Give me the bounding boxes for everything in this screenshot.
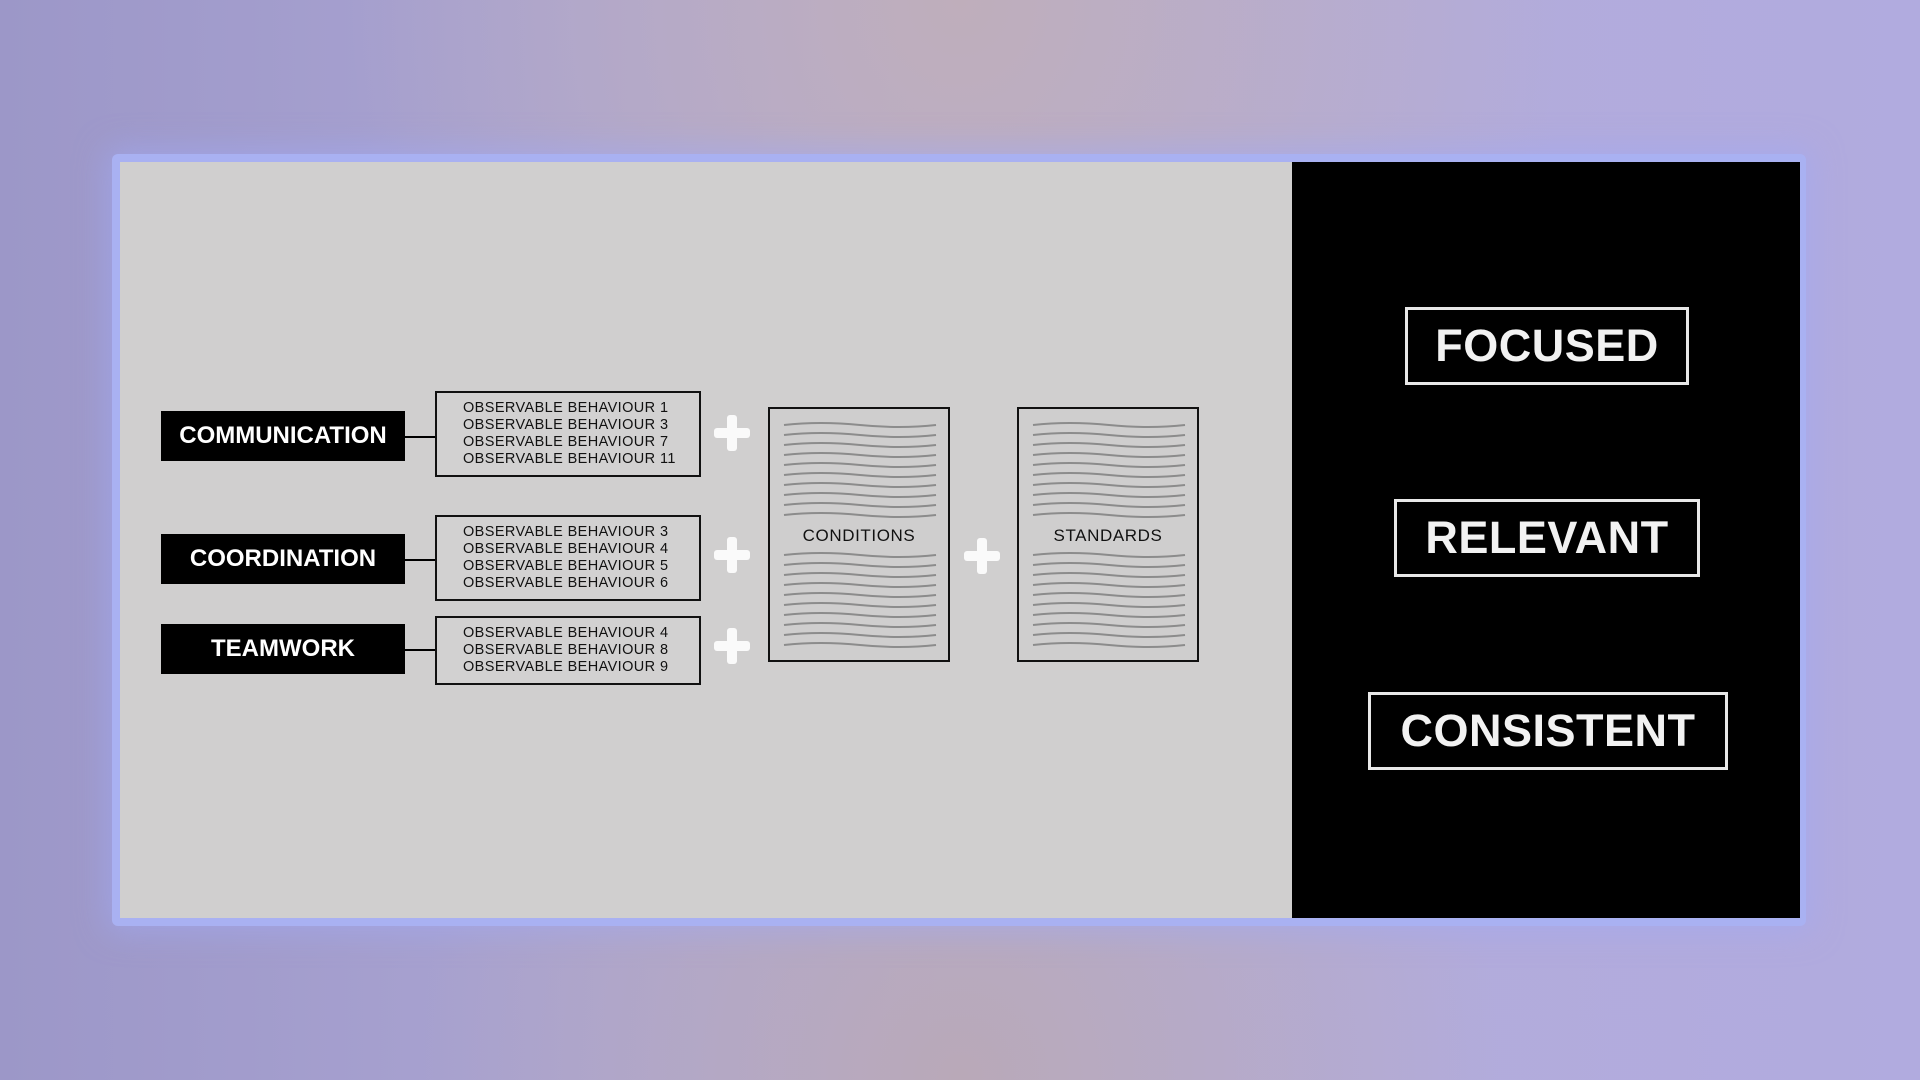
- principles-panel: FOCUSED RELEVANT CONSISTENT: [1292, 162, 1800, 918]
- behaviour-item: OBSERVABLE BEHAVIOUR 4: [463, 541, 699, 558]
- category-communication: COMMUNICATION: [161, 411, 405, 461]
- behaviour-item: OBSERVABLE BEHAVIOUR 11: [463, 451, 699, 468]
- relevant-label: RELEVANT: [1425, 512, 1668, 564]
- behaviour-item: OBSERVABLE BEHAVIOUR 9: [463, 659, 699, 676]
- behaviour-item: OBSERVABLE BEHAVIOUR 6: [463, 575, 699, 592]
- behaviour-box-communication: OBSERVABLE BEHAVIOUR 1 OBSERVABLE BEHAVI…: [435, 391, 701, 477]
- behaviour-box-teamwork: OBSERVABLE BEHAVIOUR 4 OBSERVABLE BEHAVI…: [435, 616, 701, 685]
- focused-box: FOCUSED: [1405, 307, 1689, 385]
- category-teamwork: TEAMWORK: [161, 624, 405, 674]
- category-coordination: COORDINATION: [161, 534, 405, 584]
- category-teamwork-label: TEAMWORK: [211, 635, 355, 663]
- conditions-document: CONDITIONS: [768, 407, 950, 662]
- connector-communication: [405, 436, 435, 438]
- connector-coordination: [405, 559, 435, 561]
- standards-document: STANDARDS: [1017, 407, 1199, 662]
- focused-label: FOCUSED: [1435, 320, 1659, 372]
- behaviour-item: OBSERVABLE BEHAVIOUR 3: [463, 417, 699, 434]
- behaviour-item: OBSERVABLE BEHAVIOUR 8: [463, 642, 699, 659]
- behaviour-item: OBSERVABLE BEHAVIOUR 4: [463, 625, 699, 642]
- consistent-box: CONSISTENT: [1368, 692, 1728, 770]
- plus-icon: [710, 624, 754, 668]
- behaviour-item: OBSERVABLE BEHAVIOUR 1: [463, 400, 699, 417]
- connector-teamwork: [405, 649, 435, 651]
- behaviour-item: OBSERVABLE BEHAVIOUR 3: [463, 524, 699, 541]
- plus-icon: [710, 411, 754, 455]
- slide: COMMUNICATION OBSERVABLE BEHAVIOUR 1 OBS…: [120, 162, 1800, 918]
- standards-label: STANDARDS: [1019, 525, 1197, 547]
- relevant-box: RELEVANT: [1394, 499, 1700, 577]
- plus-icon: [960, 534, 1004, 578]
- plus-icon: [710, 533, 754, 577]
- consistent-label: CONSISTENT: [1400, 705, 1695, 757]
- conditions-label: CONDITIONS: [770, 525, 948, 547]
- behaviour-item: OBSERVABLE BEHAVIOUR 7: [463, 434, 699, 451]
- behaviour-item: OBSERVABLE BEHAVIOUR 5: [463, 558, 699, 575]
- category-communication-label: COMMUNICATION: [179, 422, 387, 450]
- behaviour-box-coordination: OBSERVABLE BEHAVIOUR 3 OBSERVABLE BEHAVI…: [435, 515, 701, 601]
- category-coordination-label: COORDINATION: [190, 545, 376, 573]
